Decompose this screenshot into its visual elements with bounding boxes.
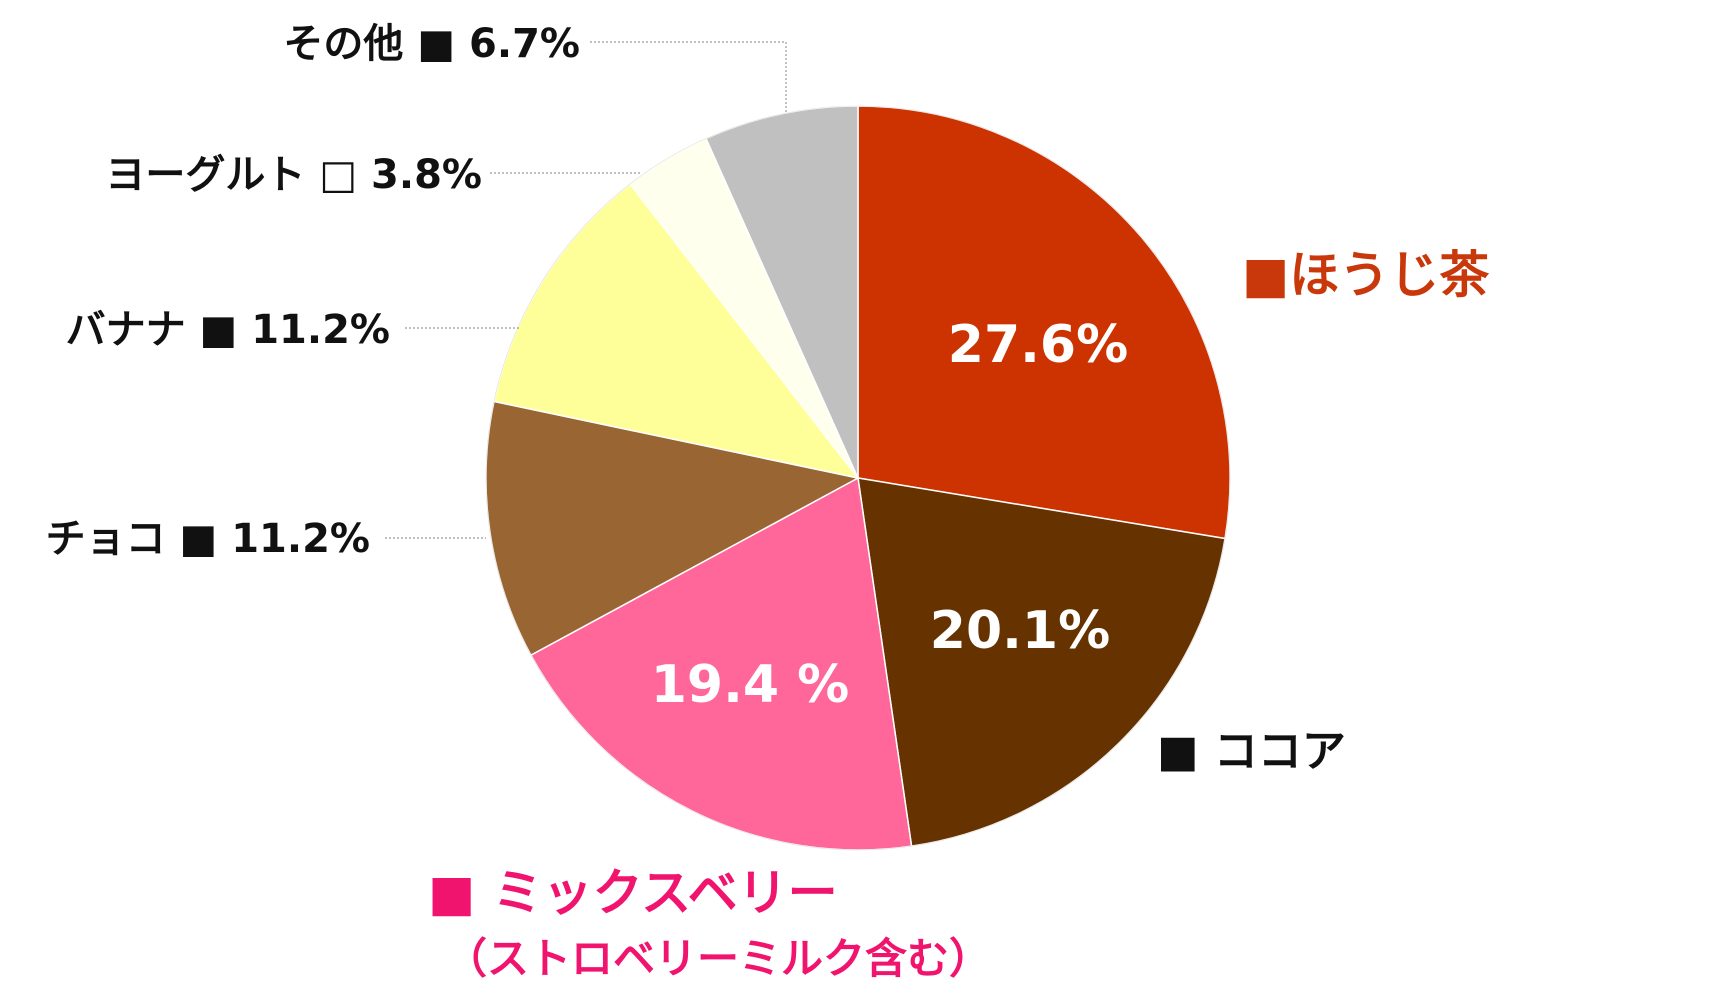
pie-outline <box>485 105 1231 851</box>
slice-name-label-1: ■ほうじ茶 <box>1242 246 1490 304</box>
slice-value-label-2: 20.1% <box>930 601 1110 661</box>
slice-value-label-1: 27.6% <box>948 315 1128 375</box>
slice-name-label-2: ■ ココア <box>1157 726 1346 777</box>
slice-value-label-3: 19.4 % <box>651 655 850 715</box>
slice-callout-label-7: その他 ■ 6.7% <box>283 21 580 67</box>
pie-slice-2 <box>857 477 1226 847</box>
slice-callout-label-6: ヨーグルト □ 3.8% <box>105 152 482 198</box>
slice-name-label-3: ■ ミックスベリー <box>428 864 838 922</box>
slice-sublabel-3: （ストロベリーミルク含む） <box>445 934 991 983</box>
slice-callout-label-4: チョコ ■ 11.2% <box>46 516 370 562</box>
leader-line-7 <box>590 41 787 112</box>
slice-callout-label-5: バナナ ■ 11.2% <box>66 307 390 353</box>
